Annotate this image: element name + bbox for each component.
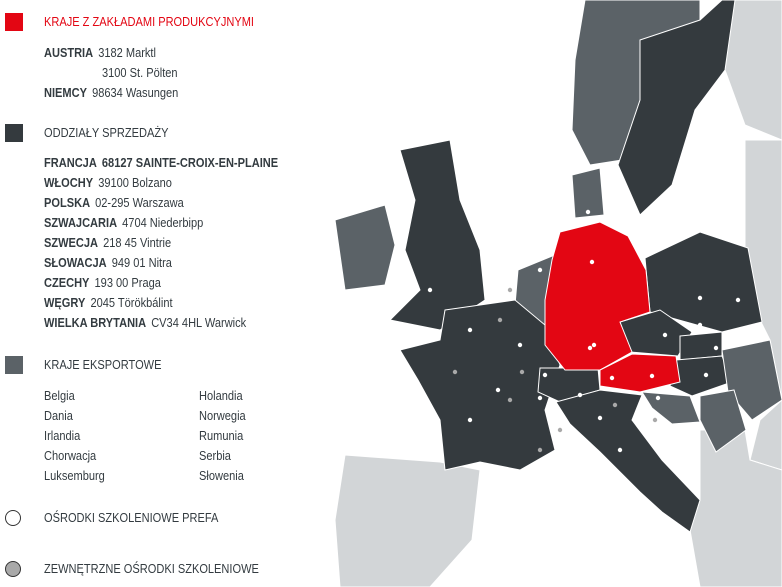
sales-entry: FRANCJA 68127 SAINTE-CROIX-EN-PLAINE	[44, 155, 279, 170]
prefa-training-marker	[585, 209, 591, 215]
prefa-training-marker	[517, 342, 523, 348]
external-training-marker	[497, 317, 503, 323]
country-iberia	[334, 454, 481, 587]
external-training-marker	[652, 417, 658, 423]
gray-circle-icon	[5, 561, 21, 577]
country-austria	[599, 353, 681, 393]
country-serbia	[699, 389, 747, 453]
sales-entry: POLSKA 02-295 Warszawa	[44, 195, 184, 210]
country-sweden	[617, 0, 736, 216]
external-training-title: ZEWNĘTRZNE OŚRODKI SZKOLENIOWE	[44, 561, 259, 576]
prefa-training-marker	[713, 345, 719, 351]
prefa-training-marker	[703, 372, 709, 378]
prefa-training-marker	[427, 287, 433, 293]
export-country: Słowenia	[199, 468, 244, 483]
prefa-training-marker	[697, 322, 703, 328]
external-training-marker	[519, 369, 525, 375]
prefa-training-marker	[467, 417, 473, 423]
prefa-training-marker	[537, 395, 543, 401]
export-country: Norwegia	[199, 408, 246, 423]
prefa-training-marker	[467, 327, 473, 333]
production-entry: NIEMCY 98634 Wasungen	[44, 85, 179, 100]
export-country: Rumunia	[199, 428, 244, 443]
prefa-training-marker	[617, 447, 623, 453]
country-italy	[555, 389, 701, 533]
prefa-training-marker	[589, 259, 595, 265]
export-swatch	[5, 356, 23, 374]
sales-entry: SZWAJCARIA 4704 Niederbipp	[44, 215, 204, 230]
prefa-training-marker	[597, 415, 603, 421]
white-circle-icon	[5, 510, 21, 526]
legend: KRAJE Z ZAKŁADAMI PRODUKCYJNYMI AUSTRIA 3…	[0, 0, 300, 587]
country-denmark	[571, 167, 605, 219]
export-country: Belgia	[44, 388, 75, 403]
sales-entry: WŁOCHY 39100 Bolzano	[44, 175, 172, 190]
export-country: Dania	[44, 408, 73, 423]
external-training-marker	[537, 447, 543, 453]
prefa-training-marker	[655, 395, 661, 401]
production-entry: AUSTRIA 3182 Marktl	[44, 45, 156, 60]
sales-entry: SZWECJA 218 45 Vintrie	[44, 235, 172, 250]
prefa-training-marker	[649, 373, 655, 379]
export-title: KRAJE EKSPORTOWE	[44, 357, 162, 372]
country-croatia-slovenia	[641, 391, 701, 425]
country-ireland	[334, 204, 396, 291]
prefa-training-marker	[537, 267, 543, 273]
prefa-training-marker	[662, 332, 668, 338]
export-country: Serbia	[199, 448, 231, 463]
prefa-training-marker	[697, 295, 703, 301]
production-entry-place: 3100 St. Pölten	[102, 65, 178, 80]
sales-entry: WĘGRY 2045 Törökbálint	[44, 295, 173, 310]
sales-entry: SŁOWACJA 949 01 Nitra	[44, 255, 172, 270]
export-country: Holandia	[199, 388, 243, 403]
export-country: Chorwacja	[44, 448, 97, 463]
country-germany	[544, 221, 651, 371]
sales-swatch	[5, 124, 23, 142]
prefa-training-marker	[577, 392, 583, 398]
prefa-training-title: OŚRODKI SZKOLENIOWE PREFA	[44, 510, 219, 525]
sales-entry: WIELKA BRYTANIA CV34 4HL Warwick	[44, 315, 247, 330]
external-training-marker	[452, 369, 458, 375]
external-training-marker	[557, 427, 563, 433]
prefa-training-marker	[609, 375, 615, 381]
sales-title: ODDZIAŁY SPRZEDAŻY	[44, 125, 169, 140]
production-swatch	[5, 13, 23, 31]
external-training-marker	[507, 397, 513, 403]
external-training-marker	[507, 287, 513, 293]
prefa-training-marker	[735, 297, 741, 303]
prefa-training-marker	[591, 342, 597, 348]
prefa-training-marker	[495, 387, 501, 393]
prefa-training-marker	[542, 372, 548, 378]
export-country: Luksemburg	[44, 468, 105, 483]
prefa-training-marker	[617, 212, 623, 218]
export-country: Irlandia	[44, 428, 81, 443]
prefa-training-marker	[587, 345, 593, 351]
sales-entry: CZECHY 193 00 Praga	[44, 275, 161, 290]
production-title: KRAJE Z ZAKŁADAMI PRODUKCYJNYMI	[44, 14, 254, 29]
country-uk	[388, 139, 486, 331]
external-training-marker	[612, 402, 618, 408]
